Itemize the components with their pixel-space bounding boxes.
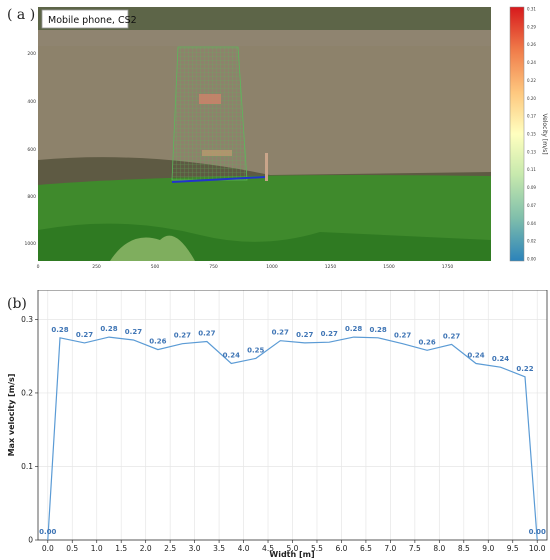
x-tick-label: 2.5: [164, 544, 176, 553]
colorbar-tick-label: 0.02: [527, 239, 536, 244]
velocity-grid-overlay: [171, 46, 248, 181]
data-label: 0.27: [174, 332, 191, 340]
data-labels: 0.00 0.28 0.27 0.28 0.27 0.26 0.27 0.27 0.24 0.25…: [39, 325, 546, 536]
x-tick-label: 9.5: [507, 544, 519, 553]
image-y-tick-label: 600: [27, 147, 36, 153]
y-tick-label: 0.2: [21, 388, 33, 397]
image-y-tick-label: 800: [27, 194, 36, 200]
data-label: 0.00: [39, 528, 56, 536]
y-tick-label: 0.1: [21, 462, 33, 471]
image-x-tick-label: 1250: [325, 264, 337, 270]
photo-caption: Mobile phone, CS2: [48, 15, 137, 26]
colorbar-label: Velocity [m/s]: [541, 113, 548, 154]
data-label: 0.27: [394, 332, 411, 340]
x-tick-label: 10.0: [529, 544, 546, 553]
x-tick-label: 8.5: [458, 544, 470, 553]
data-label: 0.24: [492, 355, 509, 363]
x-tick-label: 0.0: [42, 544, 54, 553]
image-x-tick-label: 250: [92, 264, 101, 270]
colorbar-tick-label: 0.31: [527, 7, 536, 12]
data-label: 0.27: [198, 329, 215, 337]
colorbar-tick-label: 0.17: [527, 114, 536, 119]
data-label: 0.26: [418, 338, 435, 346]
x-tick-label: 0.5: [66, 544, 78, 553]
data-label: 0.27: [125, 328, 142, 336]
colorbar: [509, 6, 525, 262]
colorbar-tick-label: 0.09: [527, 185, 536, 190]
colorbar-tick-label: 0.13: [527, 149, 536, 154]
colorbar-tick-label: 0.29: [527, 24, 536, 29]
data-label: 0.26: [149, 338, 166, 346]
data-label: 0.24: [467, 352, 484, 360]
panel-b-label: (b): [7, 296, 27, 312]
x-tick-label: 3.0: [189, 544, 201, 553]
image-x-tick-label: 0: [37, 264, 40, 270]
x-tick-label: 3.5: [213, 544, 225, 553]
colorbar-tick-label: 0.15: [527, 132, 536, 137]
x-tick-label: 4.5: [262, 544, 274, 553]
colorbar-ticks: 0.31 0.29 0.26 0.24 0.22 0.20 0.17 0.15 0.13 0.11…: [527, 7, 536, 262]
data-label: 0.22: [516, 365, 533, 373]
panel-a-label: ( a ): [7, 7, 36, 23]
x-tick-label: 1.0: [91, 544, 103, 553]
data-label: 0.28: [370, 326, 387, 334]
river-photo: [38, 7, 491, 261]
data-label: 0.25: [247, 346, 264, 354]
x-tick-label: 8.0: [433, 544, 445, 553]
data-label: 0.27: [321, 330, 338, 338]
y-axis: 0 0.1 0.2 0.3: [21, 315, 38, 545]
data-label: 0.27: [272, 329, 289, 337]
data-label: 0.27: [296, 331, 313, 339]
data-label: 0.27: [443, 332, 460, 340]
colorbar-tick-label: 0.07: [527, 203, 536, 208]
x-tick-label: 5.0: [287, 544, 299, 553]
image-y-tick-label: 1000: [25, 241, 37, 247]
x-tick-label: 9.0: [482, 544, 494, 553]
colorbar-tick-label: 0.22: [527, 78, 536, 83]
y-tick-label: 0: [28, 536, 33, 545]
x-axis: 0.0 0.5 1.0 1.5 2.0 2.5 3.0 3.5 4.0 4.5 5.0 5.5 6.0 6…: [42, 540, 546, 553]
image-x-tick-label: 1500: [383, 264, 395, 270]
data-label: 0.28: [345, 325, 362, 333]
staff-gauge: [265, 153, 268, 181]
y-tick-label: 0.3: [21, 315, 33, 324]
data-label: 0.28: [51, 326, 68, 334]
image-x-tick-label: 750: [209, 264, 218, 270]
image-y-tick-label: 200: [27, 51, 36, 57]
image-y-ticks: 200 400 600 800 1000: [25, 51, 37, 247]
x-tick-label: 6.0: [335, 544, 347, 553]
x-tick-label: 4.0: [238, 544, 250, 553]
grid-lines: [38, 290, 547, 541]
x-tick-label: 6.5: [360, 544, 372, 553]
x-tick-label: 1.5: [115, 544, 127, 553]
x-tick-label: 7.0: [384, 544, 396, 553]
y-axis-title: Max velocity [m/s]: [7, 374, 16, 457]
data-label: 0.00: [529, 528, 546, 536]
colorbar-tick-label: 0.04: [527, 221, 536, 226]
image-x-tick-label: 1000: [266, 264, 278, 270]
x-tick-label: 7.5: [409, 544, 421, 553]
x-tick-label: 5.5: [311, 544, 323, 553]
image-x-tick-label: 1750: [442, 264, 454, 270]
colorbar-tick-label: 0.11: [527, 167, 536, 172]
series-line: [47, 336, 538, 541]
data-label: 0.24: [223, 352, 240, 360]
velocity-line-chart: 0.0 0.5 1.0 1.5 2.0 2.5 3.0 3.5 4.0 4.5 5.0 5.5 6.0 6…: [7, 290, 548, 559]
x-axis-title: Width [m]: [269, 550, 314, 559]
roi-line: [171, 176, 266, 183]
data-label: 0.27: [76, 331, 93, 339]
colorbar-tick-label: 0.20: [527, 96, 536, 101]
panel-a-figure: Mobile phone, CS2 200 400 600 800 1000 0 250 5…: [25, 6, 548, 271]
colorbar-tick-label: 0.00: [527, 257, 536, 262]
data-label: 0.28: [100, 325, 117, 333]
image-x-tick-label: 500: [151, 264, 160, 270]
colorbar-tick-label: 0.26: [527, 42, 536, 47]
image-x-ticks: 0 250 500 750 1000 1250 1500 1750: [37, 264, 454, 270]
image-y-tick-label: 400: [27, 99, 36, 105]
colorbar-tick-label: 0.24: [527, 60, 536, 65]
x-tick-label: 2.0: [140, 544, 152, 553]
